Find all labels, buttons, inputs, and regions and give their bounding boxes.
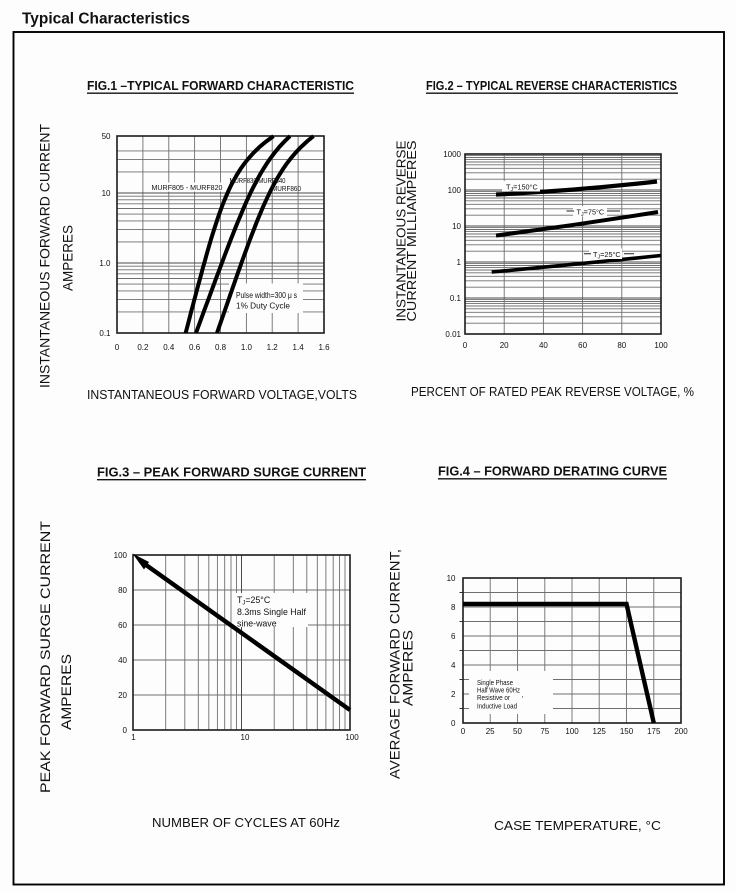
svg-text:10: 10 — [452, 222, 461, 231]
svg-text:2: 2 — [451, 690, 456, 699]
svg-text:4: 4 — [451, 661, 456, 670]
svg-text:40: 40 — [118, 656, 127, 665]
svg-text:AMPERES: AMPERES — [59, 654, 74, 730]
svg-text:CASE TEMPERATURE, °C: CASE TEMPERATURE, °C — [494, 818, 661, 833]
svg-text:0: 0 — [451, 719, 456, 728]
svg-text:0.2: 0.2 — [137, 343, 149, 352]
svg-text:AMPERES: AMPERES — [61, 225, 76, 291]
svg-text:INSTANTANEOUS FORWARD VOLTAGE,: INSTANTANEOUS FORWARD VOLTAGE,VOLTS — [87, 387, 357, 402]
svg-text:sine-wave: sine-wave — [237, 619, 277, 629]
svg-text:40: 40 — [539, 341, 548, 350]
svg-text:TJ=25°C: TJ=25°C — [593, 250, 621, 261]
svg-text:0.4: 0.4 — [163, 343, 175, 352]
svg-text:PEAK FORWARD SURGE CURRENT: PEAK FORWARD SURGE CURRENT — [38, 521, 53, 793]
svg-text:1.4: 1.4 — [293, 343, 305, 352]
svg-text:1000: 1000 — [443, 150, 461, 159]
svg-text:75: 75 — [540, 727, 549, 736]
svg-text:FIG.3 – PEAK FORWARD SURGE CUR: FIG.3 – PEAK FORWARD SURGE CURRENT — [97, 465, 366, 480]
svg-text:TJ=25°C: TJ=25°C — [237, 595, 271, 607]
svg-text:Half Wave 60Hz: Half Wave 60Hz — [477, 686, 520, 695]
svg-text:TJ=75°C: TJ=75°C — [577, 208, 605, 219]
svg-text:125: 125 — [593, 727, 607, 736]
svg-text:80: 80 — [617, 341, 626, 350]
svg-text:200: 200 — [674, 727, 688, 736]
svg-text:,: , — [522, 690, 524, 699]
svg-text:AMPERES: AMPERES — [401, 630, 416, 706]
svg-text:50: 50 — [102, 132, 111, 141]
svg-text:0.01: 0.01 — [445, 330, 461, 339]
svg-text:FIG.2 – TYPICAL REVERSE CHARAC: FIG.2 – TYPICAL REVERSE CHARACTERISTICS — [426, 78, 677, 93]
svg-text:FIG.1 –TYPICAL FORWARD CHARACT: FIG.1 –TYPICAL FORWARD CHARACTERISTIC — [87, 78, 355, 93]
svg-text:MURF830,MURF840: MURF830,MURF840 — [230, 176, 286, 185]
svg-text:0.6: 0.6 — [189, 343, 201, 352]
svg-text:10: 10 — [241, 733, 250, 742]
svg-text:100: 100 — [114, 551, 128, 560]
svg-text:0.1: 0.1 — [99, 329, 111, 338]
svg-text:0.1: 0.1 — [450, 294, 462, 303]
svg-text:1.0: 1.0 — [241, 343, 253, 352]
svg-text:100: 100 — [448, 186, 462, 195]
svg-text:10: 10 — [447, 574, 456, 583]
svg-text:Typical Characteristics: Typical Characteristics — [22, 11, 190, 28]
svg-text:1.0: 1.0 — [99, 259, 111, 268]
svg-text:MURF860: MURF860 — [272, 184, 301, 193]
svg-text:60: 60 — [118, 621, 127, 630]
svg-text:FIG.4 – FORWARD DERATING CURVE: FIG.4 – FORWARD DERATING CURVE — [438, 464, 667, 479]
svg-text:175: 175 — [647, 727, 661, 736]
svg-text:1: 1 — [457, 258, 462, 267]
svg-text:100: 100 — [345, 733, 359, 742]
svg-text:50: 50 — [513, 727, 522, 736]
svg-text:Single Phase: Single Phase — [477, 678, 513, 687]
svg-text:1% Duty Cycle: 1% Duty Cycle — [236, 302, 291, 311]
svg-text:1.2: 1.2 — [267, 343, 279, 352]
svg-text:20: 20 — [500, 341, 509, 350]
svg-text:MURF805 - MURF820: MURF805 - MURF820 — [152, 183, 223, 192]
svg-text:150: 150 — [620, 727, 634, 736]
svg-text:TJ=150°C: TJ=150°C — [506, 183, 538, 194]
svg-text:INSTANTANEOUS FORWARD CURRENT: INSTANTANEOUS FORWARD CURRENT — [38, 124, 53, 388]
svg-text:10: 10 — [102, 189, 111, 198]
svg-text:6: 6 — [451, 632, 456, 641]
svg-text:100: 100 — [654, 341, 668, 350]
svg-text:0: 0 — [115, 343, 120, 352]
svg-text:25: 25 — [486, 727, 495, 736]
svg-text:100: 100 — [565, 727, 579, 736]
svg-text:INSTANTANEOUS REVERSE: INSTANTANEOUS REVERSE — [394, 140, 409, 321]
svg-text:1: 1 — [131, 733, 136, 742]
svg-text:1.6: 1.6 — [318, 343, 330, 352]
svg-text:Resistive or: Resistive or — [477, 693, 511, 702]
svg-text:0: 0 — [123, 726, 128, 735]
svg-text:NUMBER OF CYCLES AT 60Hz: NUMBER OF CYCLES AT 60Hz — [152, 815, 340, 830]
svg-text:Inductive Load: Inductive Load — [477, 701, 517, 710]
svg-text:8: 8 — [451, 603, 456, 612]
svg-text:Pulse width=300 μ s: Pulse width=300 μ s — [236, 291, 297, 300]
svg-text:0.8: 0.8 — [215, 343, 227, 352]
svg-text:0: 0 — [463, 341, 468, 350]
svg-text:0: 0 — [461, 727, 466, 736]
svg-text:PERCENT OF RATED PEAK REVERS: PERCENT OF RATED PEAK REVERSE VOLTAGE, % — [411, 385, 694, 399]
svg-text:CURRENT MILLIAMPERES: CURRENT MILLIAMPERES — [404, 140, 419, 321]
svg-text:AVERAGE FORWARD CURRENT,: AVERAGE FORWARD CURRENT, — [388, 549, 403, 779]
svg-text:80: 80 — [118, 586, 127, 595]
svg-text:8.3ms Single Half: 8.3ms Single Half — [237, 607, 306, 617]
svg-text:60: 60 — [578, 341, 587, 350]
svg-text:20: 20 — [118, 691, 127, 700]
